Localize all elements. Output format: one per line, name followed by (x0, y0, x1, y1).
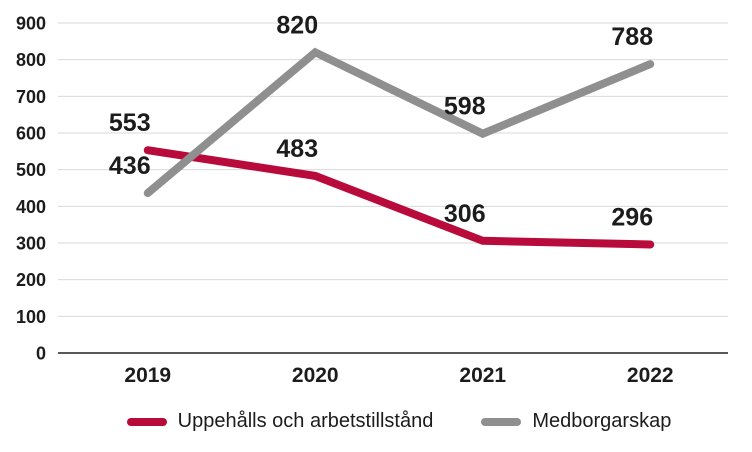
data-label: 296 (611, 203, 653, 231)
y-tick-label: 900 (16, 14, 46, 34)
data-label: 820 (276, 11, 318, 39)
data-label: 788 (611, 23, 653, 51)
legend-label: Medborgarskap (532, 410, 672, 432)
y-tick-label: 300 (16, 234, 46, 254)
legend-item-uppehalls: Uppehålls och arbetstillstånd (126, 410, 434, 433)
y-tick-label: 700 (16, 87, 46, 107)
x-tick-label: 2020 (292, 364, 339, 387)
legend-label: Uppehålls och arbetstillstånd (177, 410, 434, 432)
series-line-1 (143, 47, 655, 198)
legend-line-marker-icon (126, 417, 167, 426)
legend-item-medborgarskap: Medborgarskap (481, 410, 671, 433)
y-tick-label: 100 (16, 307, 46, 327)
data-label: 483 (276, 135, 318, 163)
data-label: 436 (109, 152, 151, 180)
y-tick-label: 0 (36, 344, 46, 364)
y-tick-label: 600 (16, 124, 46, 144)
legend-line-marker-icon (481, 417, 522, 426)
series-line-0 (143, 146, 655, 249)
x-tick-label: 2019 (124, 364, 171, 387)
line-chart: 0 100 200 300 400 500 600 700 800 900 2019 2020 2021… (16, 11, 728, 387)
y-tick-label: 400 (16, 197, 46, 217)
y-tick-label: 800 (16, 50, 46, 70)
x-tick-label: 2022 (627, 364, 674, 387)
x-tick-label: 2021 (459, 364, 506, 387)
chart-legend: Uppehålls och arbetstillstånd Medborgars… (0, 410, 752, 433)
y-tick-label: 200 (16, 270, 46, 290)
data-label: 306 (444, 200, 486, 228)
y-tick-label: 500 (16, 160, 46, 180)
data-label: 598 (444, 93, 486, 121)
data-label: 553 (109, 109, 151, 137)
